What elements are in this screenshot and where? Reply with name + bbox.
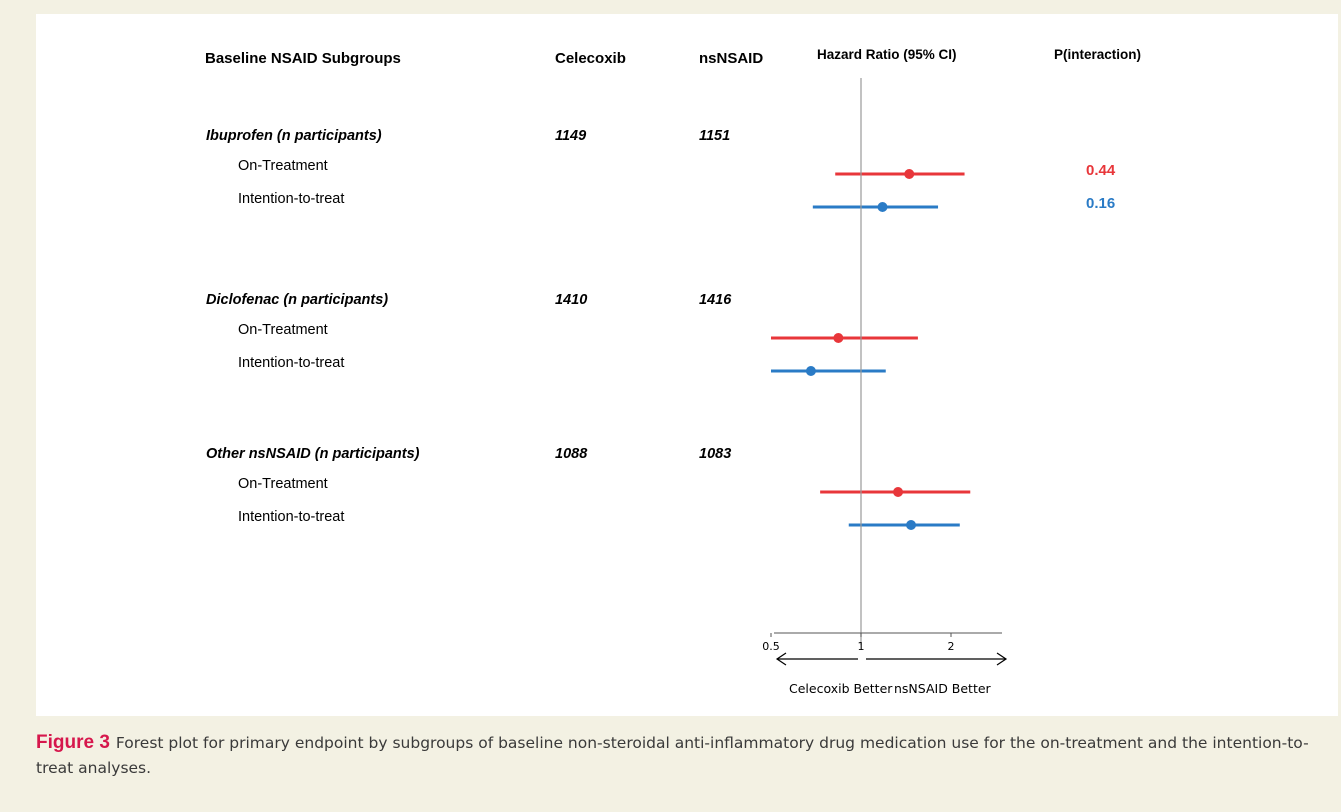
hazard-ratio-point [893,487,904,497]
nsnsaid-better-label: nsNSAID Better [894,681,992,696]
header-subgroups: Baseline NSAID Subgroups [205,50,401,67]
caption-label: Figure 3 [36,732,110,753]
group-label: Ibuprofen (n participants) [206,128,382,144]
group-label: Diclofenac (n participants) [206,292,388,308]
right-arrow [866,652,1008,666]
x-tick-label: 1 [858,640,865,653]
nsnsaid-count: 1083 [699,446,731,462]
row-label: Intention-to-treat [238,191,344,207]
celecoxib-count: 1149 [555,128,586,144]
row-label: Intention-to-treat [238,509,344,525]
row-label: On-Treatment [238,322,328,338]
row-label: On-Treatment [238,158,328,174]
row-label: Intention-to-treat [238,355,344,371]
header-p-interaction: P(interaction) [1054,47,1141,62]
figure-panel: Baseline NSAID Subgroups Celecoxib nsNSA… [36,14,1338,716]
hazard-ratio-point [833,333,844,343]
forest-plot: Baseline NSAID Subgroups Celecoxib nsNSA… [205,47,1141,696]
caption-text: Forest plot for primary endpoint by subg… [36,734,1309,777]
x-tick-label: 2 [948,640,955,653]
row-label: On-Treatment [238,476,328,492]
celecoxib-count: 1088 [555,446,588,462]
left-arrow [775,652,858,666]
header-nsnsaid: nsNSAID [699,50,763,67]
nsnsaid-count: 1151 [699,128,730,144]
hazard-ratio-point [805,366,816,376]
x-tick-label: 0.5 [762,640,780,653]
p-interaction-value: 0.16 [1086,195,1115,212]
hazard-ratio-point [904,169,915,179]
hazard-ratio-point [906,520,917,530]
p-interaction-value: 0.44 [1086,162,1116,179]
header-celecoxib: Celecoxib [555,50,626,67]
group-label: Other nsNSAID (n participants) [206,446,420,462]
figure-caption: Figure 3 Forest plot for primary endpoint… [36,730,1326,781]
nsnsaid-count: 1416 [699,292,732,308]
celecoxib-better-label: Celecoxib Better [789,681,893,696]
header-hazard-ratio: Hazard Ratio (95% CI) [817,47,957,62]
celecoxib-count: 1410 [555,292,587,308]
hazard-ratio-point [877,202,888,212]
